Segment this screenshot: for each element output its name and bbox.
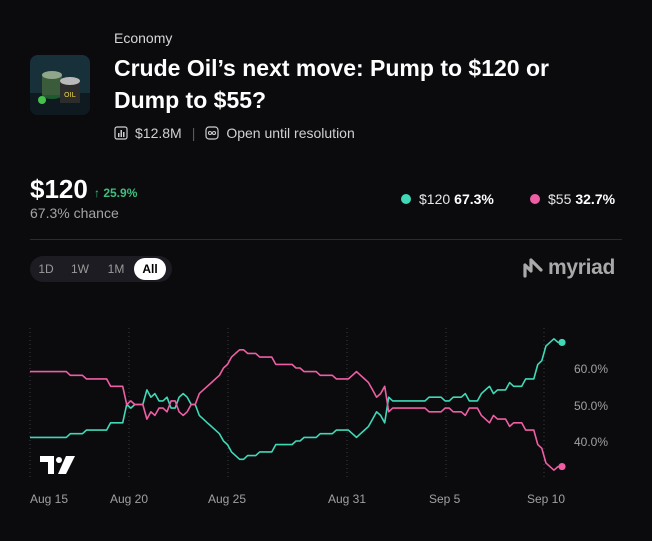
y-tick-label: 60.0% <box>574 362 609 376</box>
leading-outcome-price: $120 <box>30 174 88 204</box>
x-tick-label: Aug 20 <box>110 492 149 506</box>
market-category[interactable]: Economy <box>114 30 173 46</box>
legend-value: 67.3% <box>454 191 494 207</box>
meta-separator: | <box>191 125 196 141</box>
legend-value: 32.7% <box>575 191 616 207</box>
price-history-chart[interactable] <box>0 300 652 520</box>
svg-text:OIL: OIL <box>64 91 76 99</box>
market-volume: $12.8M <box>135 125 182 141</box>
volume-chart-icon <box>114 126 128 140</box>
legend-dot-pink <box>530 194 540 204</box>
legend-item-55: $55 32.7% <box>530 191 615 207</box>
myriad-brand[interactable]: myriad <box>522 256 615 280</box>
infinity-icon <box>205 126 219 140</box>
series-endpoint-55 <box>558 462 566 471</box>
time-range-tabs: 1D 1W 1M All <box>30 256 172 282</box>
tab-1w[interactable]: 1W <box>71 262 89 276</box>
x-tick-label: Sep 10 <box>527 492 566 506</box>
tab-1m[interactable]: 1M <box>107 262 125 276</box>
market-thumbnail: OIL <box>30 55 90 115</box>
x-tick-label: Aug 31 <box>328 492 367 506</box>
legend-dot-teal <box>401 194 411 204</box>
series-endpoint-120 <box>558 338 566 347</box>
legend-label: $120 <box>419 191 451 207</box>
brand-name: myriad <box>548 256 616 279</box>
leading-outcome-chance: 67.3% chance <box>30 205 119 221</box>
myriad-logo-icon <box>523 258 543 278</box>
market-status: Open until resolution <box>226 125 355 141</box>
market-meta: $12.8M | Open until resolution <box>114 124 355 142</box>
market-title: Crude Oil’s next move: Pump to $120 or D… <box>114 55 549 113</box>
x-tick-label: Sep 5 <box>429 492 461 506</box>
section-divider <box>30 239 622 240</box>
series-line-55 <box>30 348 562 471</box>
x-tick-label: Aug 15 <box>30 492 69 506</box>
series-line-120 <box>30 337 562 461</box>
tab-1d[interactable]: 1D <box>38 262 54 276</box>
price-change: ↑ 25.9% <box>94 186 138 200</box>
legend-item-120: $120 67.3% <box>401 191 494 207</box>
x-tick-label: Aug 25 <box>208 492 247 506</box>
tab-all[interactable]: All <box>134 258 166 280</box>
y-tick-label: 40.0% <box>574 435 609 449</box>
tradingview-logo-icon[interactable] <box>40 456 76 479</box>
legend-label: $55 <box>548 191 572 207</box>
y-tick-label: 50.0% <box>574 399 609 413</box>
